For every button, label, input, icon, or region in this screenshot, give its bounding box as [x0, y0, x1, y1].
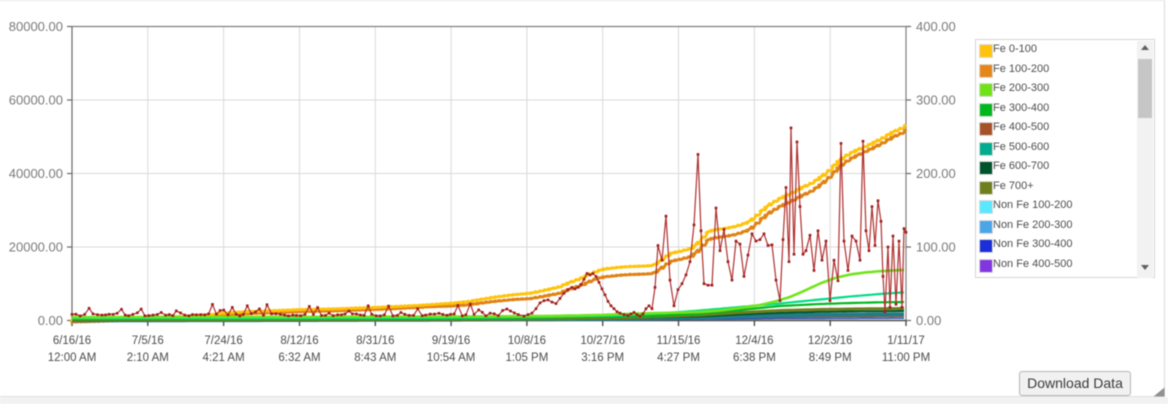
svg-text:9/19/16: 9/19/16	[432, 335, 470, 347]
svg-text:200.00: 200.00	[916, 166, 956, 181]
svg-text:0.00: 0.00	[38, 313, 63, 328]
svg-text:1:05 PM: 1:05 PM	[505, 352, 548, 364]
svg-text:60000.00: 60000.00	[9, 93, 63, 108]
svg-text:6:38 PM: 6:38 PM	[733, 352, 776, 364]
svg-text:10/27/16: 10/27/16	[580, 335, 625, 347]
svg-text:40000.00: 40000.00	[9, 166, 63, 181]
svg-text:400.00: 400.00	[916, 19, 956, 34]
svg-text:1/11/17: 1/11/17	[887, 335, 925, 347]
svg-text:300.00: 300.00	[916, 93, 956, 108]
svg-text:6/16/16: 6/16/16	[53, 335, 91, 347]
svg-text:0.00: 0.00	[916, 313, 941, 328]
svg-text:100.00: 100.00	[916, 240, 956, 255]
svg-text:4:21 AM: 4:21 AM	[202, 352, 244, 364]
svg-text:11:00 PM: 11:00 PM	[882, 352, 930, 364]
svg-text:10:54 AM: 10:54 AM	[427, 352, 476, 364]
svg-text:4:27 PM: 4:27 PM	[657, 352, 700, 364]
svg-text:12:00 AM: 12:00 AM	[48, 352, 97, 364]
svg-text:8/31/16: 8/31/16	[356, 335, 394, 347]
svg-text:12/23/16: 12/23/16	[808, 335, 853, 347]
svg-text:80000.00: 80000.00	[9, 19, 63, 34]
svg-text:11/15/16: 11/15/16	[657, 335, 701, 347]
svg-text:8:43 AM: 8:43 AM	[354, 352, 396, 364]
svg-text:20000.00: 20000.00	[9, 240, 63, 255]
svg-text:7/5/16: 7/5/16	[132, 335, 164, 347]
svg-text:12/4/16: 12/4/16	[735, 335, 773, 347]
svg-text:2:10 AM: 2:10 AM	[127, 352, 169, 364]
svg-text:10/8/16: 10/8/16	[508, 335, 546, 347]
svg-text:8/12/16: 8/12/16	[280, 335, 318, 347]
svg-text:8:49 PM: 8:49 PM	[809, 352, 852, 364]
svg-text:6:32 AM: 6:32 AM	[278, 352, 320, 364]
svg-text:3:16 PM: 3:16 PM	[581, 352, 624, 364]
svg-text:7/24/16: 7/24/16	[204, 335, 242, 347]
